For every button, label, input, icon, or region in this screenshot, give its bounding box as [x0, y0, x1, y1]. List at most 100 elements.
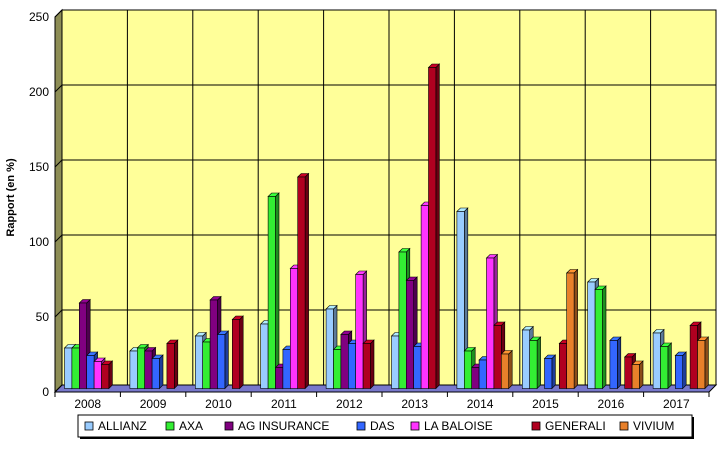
x-tick-label: 2013 — [401, 397, 428, 411]
bar-side — [508, 349, 513, 390]
bar-front — [232, 319, 241, 389]
bar — [696, 336, 710, 390]
bar-front — [282, 349, 291, 389]
legend-label: DAS — [370, 419, 395, 433]
x-tick-label: 2014 — [467, 397, 494, 411]
bar-front — [566, 272, 575, 389]
legend-swatch — [224, 421, 234, 431]
bar-front — [478, 359, 487, 389]
bar-front — [64, 347, 73, 389]
legend-label: AXA — [179, 419, 203, 433]
bar-side — [573, 268, 578, 390]
bar — [427, 63, 441, 390]
y-tick-label: 0 — [42, 385, 49, 399]
bar — [216, 330, 230, 390]
bar-front — [624, 356, 633, 389]
bar — [151, 354, 164, 390]
x-tick-label: 2010 — [205, 397, 232, 411]
bar-side — [159, 354, 164, 390]
bar-front — [333, 349, 342, 389]
bar-side — [602, 285, 607, 390]
legend-label: LA BALOISE — [424, 419, 493, 433]
bar-front — [166, 343, 175, 389]
side-wall-gridline — [54, 309, 63, 318]
bar-front — [151, 358, 160, 389]
bar-side — [536, 336, 541, 390]
bar-front — [101, 364, 110, 389]
bar-front — [558, 343, 567, 389]
bar-front — [689, 325, 698, 389]
bar-front — [217, 334, 226, 389]
legend-swatch — [165, 421, 175, 431]
bar-front — [79, 302, 88, 389]
bar — [659, 342, 673, 390]
bar — [528, 336, 542, 390]
bar-front — [362, 343, 371, 389]
x-tick-label: 2015 — [532, 397, 559, 411]
bar-front — [405, 280, 414, 389]
bar — [631, 360, 644, 390]
bar-side — [370, 339, 375, 390]
bar-side — [108, 360, 113, 390]
y-tick-label: 150 — [29, 160, 49, 174]
bar-front — [325, 308, 334, 389]
bar-side — [704, 336, 709, 390]
legend-label: AG INSURANCE — [238, 419, 329, 433]
bar-front — [529, 340, 538, 389]
bar — [267, 192, 280, 390]
legend-swatch — [531, 421, 541, 431]
bar — [609, 336, 622, 390]
bar-front — [209, 299, 218, 389]
bar-front — [260, 323, 269, 389]
bar — [166, 339, 179, 390]
bar-front — [398, 251, 407, 389]
bar-front — [71, 347, 80, 389]
bar-front — [289, 268, 298, 389]
bar — [231, 315, 244, 390]
x-tick-label: 2017 — [663, 397, 690, 411]
bar-front — [347, 343, 356, 389]
x-tick-label: 2009 — [140, 397, 167, 411]
bar — [594, 285, 607, 390]
bar-front — [594, 289, 603, 389]
bar-front — [652, 332, 661, 389]
x-tick-label: 2011 — [271, 397, 297, 411]
bar-front — [129, 350, 138, 389]
bar-front — [93, 361, 102, 389]
bar-front — [86, 355, 95, 389]
bar-front — [275, 367, 284, 389]
bar-front — [137, 347, 146, 389]
bar — [543, 354, 557, 390]
bar-front — [631, 364, 640, 389]
x-tick-label: 2016 — [598, 397, 625, 411]
bar-front — [697, 340, 706, 389]
bar-front — [674, 355, 683, 389]
bar-front — [463, 350, 472, 389]
side-wall-gridline — [54, 234, 63, 243]
x-tick-label: 2008 — [74, 397, 101, 411]
bar-front — [521, 329, 530, 389]
bar-front — [500, 353, 509, 389]
y-axis-label: Rapport (en %) — [5, 158, 17, 237]
side-wall-gridline — [54, 9, 63, 18]
y-tick-label: 250 — [29, 10, 49, 24]
bar-front — [471, 367, 480, 389]
bar-side — [275, 192, 280, 390]
side-wall-gridline — [54, 84, 63, 93]
bar-front — [297, 176, 306, 389]
bar-front — [267, 196, 276, 389]
bar-front — [609, 340, 618, 389]
legend-label: GENERALI — [545, 419, 606, 433]
legend — [77, 414, 693, 438]
bar — [100, 360, 114, 390]
bar-side — [174, 339, 179, 390]
y-tick-label: 100 — [29, 235, 49, 249]
legend-swatch — [356, 421, 366, 431]
bar-side — [224, 330, 229, 390]
bar-side — [616, 336, 622, 390]
bar-front — [456, 211, 465, 389]
bar — [296, 172, 310, 390]
bar-side — [435, 63, 440, 390]
